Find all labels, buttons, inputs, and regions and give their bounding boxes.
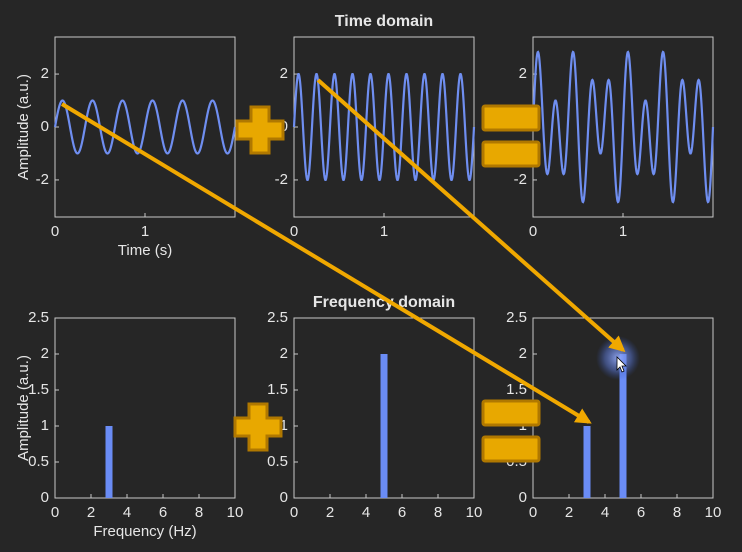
y-tick-label: 1.5 — [267, 381, 288, 398]
y-tick-label: 2.5 — [28, 309, 49, 326]
y-tick-label: -2 — [275, 171, 288, 188]
plus-sign — [235, 105, 285, 155]
x-tick-label: 0 — [290, 504, 298, 521]
y-tick-label: 2 — [280, 65, 288, 82]
x-tick-label: 0 — [529, 504, 537, 521]
equals-sign — [481, 399, 541, 463]
x-tick-label: 8 — [673, 504, 681, 521]
bar — [583, 426, 591, 498]
y-tick-label: -2 — [514, 171, 527, 188]
x-tick-label: 0 — [529, 223, 537, 240]
plot-frame — [54, 317, 236, 499]
charts: 0 1 -2 0 2 Time (s) Amplitude (a.u.) 0 1 -2 0 2 Time… — [15, 13, 721, 540]
x-tick-label: 8 — [434, 504, 442, 521]
y-tick-label: 2 — [519, 345, 527, 362]
x-tick-label: 2 — [87, 504, 95, 521]
bar — [619, 354, 627, 498]
plus-sign — [233, 402, 283, 452]
x-tick-label: 10 — [227, 504, 244, 521]
bar — [105, 426, 113, 498]
x-tick-label: 6 — [398, 504, 406, 521]
y-tick-label: 0 — [41, 489, 49, 506]
chart-title: Time domain — [335, 13, 433, 30]
y-tick-label: -2 — [36, 171, 49, 188]
y-tick-label: 2 — [280, 345, 288, 362]
x-tick-label: 8 — [195, 504, 203, 521]
panel: 01-202 — [514, 36, 715, 240]
x-tick-label: 10 — [705, 504, 722, 521]
x-axis-label: Time (s) — [118, 242, 172, 259]
x-tick-label: 6 — [159, 504, 167, 521]
bar — [380, 354, 388, 498]
x-tick-label: 1 — [141, 223, 149, 240]
overlay — [60, 78, 640, 463]
cursor — [616, 356, 627, 373]
y-axis-label: Amplitude (a.u.) — [15, 74, 32, 180]
panel: 0 2 4 6 8 10 0 0.5 1 1.5 2 2.5 Frequency (Hz) Amplitu… — [15, 309, 243, 540]
y-axis-label: Amplitude (a.u.) — [15, 355, 32, 461]
equals-sign — [481, 104, 541, 168]
x-tick-label: 0 — [290, 223, 298, 240]
signal-line — [292, 73, 476, 181]
chart-title: Frequency domain — [313, 294, 455, 311]
x-tick-label: 2 — [565, 504, 573, 521]
y-tick-label: 1 — [41, 417, 49, 434]
x-axis-label: Frequency (Hz) — [93, 523, 196, 540]
y-tick-label: 2 — [41, 65, 49, 82]
y-tick-label: 2 — [41, 345, 49, 362]
y-tick-label: 2 — [519, 65, 527, 82]
x-tick-label: 2 — [326, 504, 334, 521]
y-tick-label: 0.5 — [28, 453, 49, 470]
x-tick-label: 1 — [380, 223, 388, 240]
y-tick-label: 0.5 — [267, 453, 288, 470]
y-tick-label: 0 — [41, 118, 49, 135]
y-tick-label: 2.5 — [506, 309, 527, 326]
x-tick-label: 4 — [601, 504, 609, 521]
x-tick-label: 10 — [466, 504, 483, 521]
x-tick-label: 4 — [362, 504, 370, 521]
signal-line — [53, 99, 237, 155]
panel: 0 2 4 6 8 10 0 0.5 1 1.5 2 2.5 Frequency domain — [267, 294, 482, 521]
x-tick-label: 6 — [637, 504, 645, 521]
x-tick-label: 0 — [51, 504, 59, 521]
x-tick-label: 0 — [51, 223, 59, 240]
y-tick-label: 1.5 — [28, 381, 49, 398]
y-tick-label: 2.5 — [267, 309, 288, 326]
x-tick-label: 4 — [123, 504, 131, 521]
y-tick-label: 1.5 — [506, 381, 527, 398]
y-tick-label: 0 — [280, 489, 288, 506]
signal-line — [531, 50, 715, 204]
arrow — [316, 78, 626, 353]
y-tick-label: 1 — [280, 417, 288, 434]
x-tick-label: 1 — [619, 223, 627, 240]
arrow — [60, 102, 592, 424]
y-tick-label: 0 — [519, 489, 527, 506]
panel: 0 1 -2 0 2 Time (s) Amplitude (a.u.) — [15, 36, 237, 259]
